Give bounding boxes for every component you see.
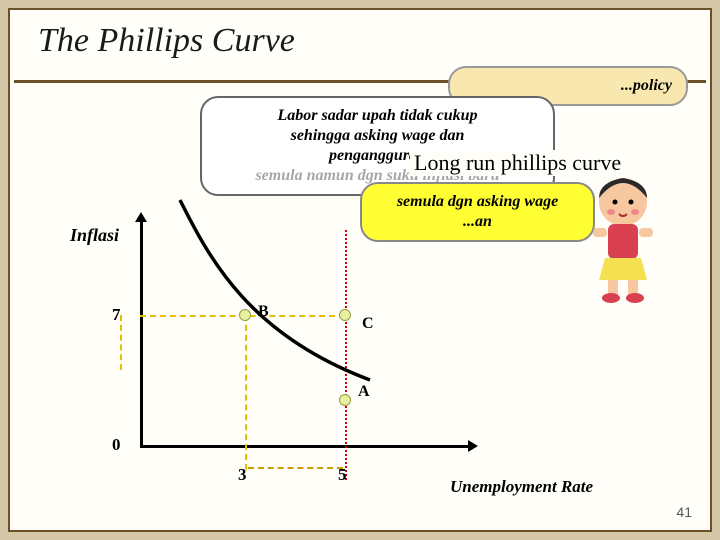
slide-frame: The Phillips Curve ...policy Labor sadar… [8, 8, 712, 532]
callout-yellow: semula dgn asking wage ...an [360, 182, 595, 242]
yellow-line-1: semula dgn asking wage [376, 192, 579, 212]
yellow-line-2: ...an [376, 212, 579, 232]
white-line-1: Labor sadar upah tidak cukup [216, 106, 539, 126]
xtick-5: 5 [338, 465, 347, 485]
y-axis-line [140, 220, 143, 445]
point-a-label: A [358, 383, 370, 401]
dash-v-3 [245, 315, 247, 470]
point-c [339, 309, 351, 321]
ytick-7: 7 [112, 305, 121, 325]
point-c-label: C [362, 315, 374, 333]
ytick-0: 0 [112, 435, 121, 455]
long-run-vertical-line [345, 230, 347, 480]
y-axis-label: Inflasi [70, 225, 119, 246]
xtick-3: 3 [238, 465, 247, 485]
white-line-2: sehingga asking wage dan [216, 126, 539, 146]
point-b-label: B [258, 303, 269, 321]
cartoon-child-icon [575, 170, 670, 305]
callout-policy-text: ...policy [621, 76, 672, 96]
point-b [239, 309, 251, 321]
callout-white-main: Labor sadar upah tidak cukup sehingga as… [200, 96, 555, 196]
x-axis-line [140, 445, 470, 448]
dash-h-x-3to5 [248, 467, 343, 469]
slide-title: The Phillips Curve [38, 22, 295, 60]
slide-number: 41 [676, 504, 692, 520]
x-axis-label: Unemployment Rate [450, 477, 593, 497]
point-a [339, 394, 351, 406]
